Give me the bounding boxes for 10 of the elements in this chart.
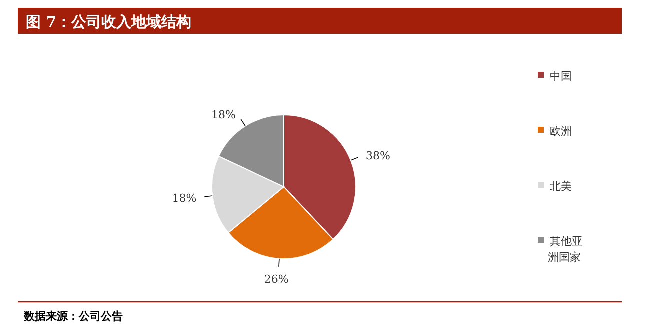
source-note: 数据来源：公司公告 bbox=[23, 310, 123, 323]
chart-title: 图 7：公司收入地域结构 bbox=[26, 13, 192, 31]
legend-label: 欧洲 bbox=[550, 125, 572, 138]
legend-label: 其他亚洲国家 bbox=[548, 235, 583, 264]
data-label: 26% bbox=[264, 272, 289, 286]
legend-label: 中国 bbox=[550, 70, 572, 83]
data-label: 18% bbox=[172, 192, 197, 205]
legend-label: 北美 bbox=[550, 180, 572, 193]
data-label: 18% bbox=[211, 108, 236, 122]
data-label: 38% bbox=[366, 149, 390, 162]
